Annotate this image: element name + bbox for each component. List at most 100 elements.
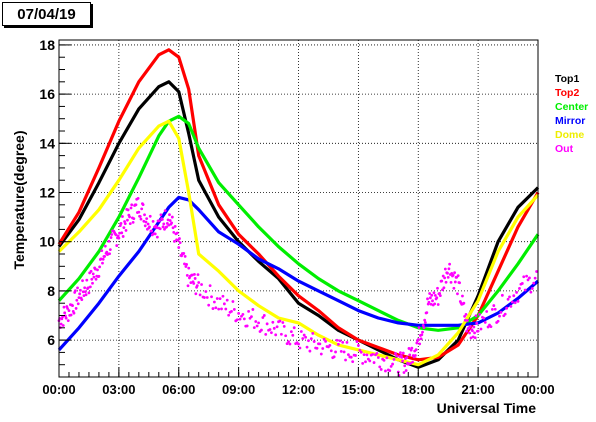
- series-out-point: [108, 248, 112, 252]
- series-out-point: [485, 310, 489, 313]
- series-out-point: [338, 339, 342, 343]
- series-out-point: [96, 268, 99, 272]
- series-out-point: [117, 236, 121, 240]
- series-out-point: [394, 352, 397, 355]
- series-out-point: [302, 333, 306, 337]
- y-axis-label: Temperature(degree): [11, 130, 27, 269]
- series-mirror-line: [57, 195, 540, 351]
- series-out-point: [270, 331, 273, 335]
- series-out-point: [516, 299, 520, 303]
- series-out-point: [474, 314, 478, 318]
- series-out-point: [285, 342, 289, 346]
- series-out-point: [463, 318, 467, 322]
- series-out-point: [448, 262, 452, 266]
- series-out-point: [378, 365, 382, 369]
- y-tick-label: 6: [47, 332, 55, 348]
- series-out-point: [150, 229, 154, 233]
- series-out-point: [436, 303, 440, 306]
- series-out-point: [73, 289, 77, 293]
- series-out-point: [395, 354, 399, 358]
- series-out-point: [237, 311, 241, 315]
- series-out-point: [414, 348, 418, 352]
- series-out-point: [268, 328, 272, 331]
- legend-entry-center: Center: [555, 101, 589, 113]
- series-out-point: [405, 356, 409, 359]
- series-out-point: [185, 263, 188, 266]
- series-out-point: [471, 329, 474, 333]
- series-top2-line: [57, 48, 540, 362]
- series-out-point: [140, 207, 144, 211]
- series-out-point: [476, 329, 480, 333]
- series-out-point: [478, 312, 481, 316]
- series-out-point: [158, 219, 161, 223]
- series-out-point: [118, 231, 121, 235]
- series-out-point: [426, 297, 429, 301]
- series-out-point: [289, 330, 293, 334]
- series-out-point: [123, 220, 126, 223]
- series-out-point: [292, 326, 296, 330]
- series-out-point: [118, 224, 122, 228]
- series-out-point: [62, 305, 66, 309]
- series-out-point: [406, 362, 410, 366]
- series-out-point: [479, 327, 483, 331]
- series-out-point: [453, 280, 457, 284]
- series-out-point: [158, 227, 162, 231]
- series-out-point: [178, 241, 182, 245]
- series-out-point: [535, 270, 538, 273]
- series-out-point: [361, 361, 365, 365]
- series-out-point: [252, 326, 256, 329]
- series-out-point: [122, 226, 126, 229]
- x-tick-label: 06:00: [162, 382, 195, 397]
- series-out-point: [409, 362, 412, 365]
- series-out-point: [525, 274, 528, 278]
- series-out: [57, 196, 538, 377]
- series-out-point: [83, 286, 87, 290]
- series-out-point: [339, 350, 343, 353]
- series-out-point: [91, 272, 95, 276]
- series-out-point: [160, 218, 164, 221]
- series-out-point: [432, 291, 436, 295]
- x-tick-label: 00:00: [42, 382, 75, 397]
- series-out-point: [288, 342, 292, 346]
- series-out-point: [215, 297, 219, 300]
- series-out-point: [211, 307, 215, 310]
- series-out-point: [274, 333, 278, 337]
- series-out-point: [203, 296, 206, 299]
- series-out-point: [438, 291, 442, 295]
- series-out-point: [78, 292, 82, 296]
- series-out-point: [193, 272, 196, 276]
- series-out-point: [80, 298, 84, 302]
- series-out-point: [444, 280, 448, 284]
- series-out-point: [103, 255, 107, 258]
- series-out-point: [250, 315, 253, 319]
- series-out-point: [462, 301, 466, 305]
- series-out-point: [76, 286, 79, 290]
- series-out-point: [411, 360, 414, 364]
- series-out-point: [145, 217, 149, 220]
- legend-entry-top1: Top1: [555, 73, 580, 85]
- series-out-point: [197, 281, 201, 284]
- series-out-point: [175, 231, 179, 235]
- series-out-point: [498, 314, 501, 318]
- series-out-point: [126, 208, 130, 212]
- series-out-point: [461, 294, 464, 298]
- series-out-point: [172, 230, 176, 234]
- series-out-point: [128, 222, 132, 226]
- series-out-point: [100, 249, 104, 253]
- series-out-point: [220, 307, 223, 311]
- series-out-point: [493, 307, 497, 311]
- x-axis-label: Universal Time: [437, 400, 537, 416]
- series-out-point: [155, 226, 159, 230]
- series-out-point: [298, 346, 302, 350]
- series-out-point: [528, 276, 531, 280]
- series-out-point: [74, 307, 78, 310]
- series-out-point: [433, 293, 437, 297]
- series-out-point: [66, 319, 70, 323]
- series-out-point: [194, 292, 198, 296]
- series-out-point: [128, 215, 131, 219]
- series-out-point: [205, 296, 209, 299]
- series-out-point: [139, 217, 143, 221]
- series-out-point: [98, 265, 102, 269]
- series-out-point: [71, 304, 74, 307]
- series-out-point: [87, 291, 91, 295]
